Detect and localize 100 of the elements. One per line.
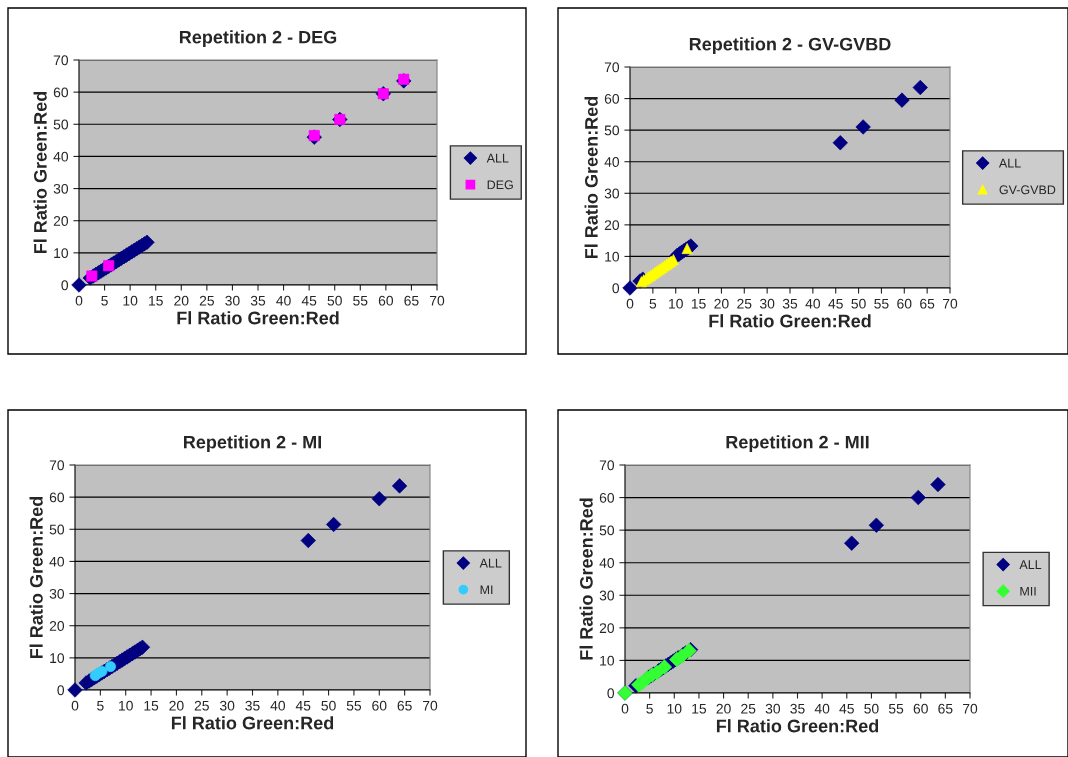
x-tick-label: 65 — [920, 298, 935, 309]
y-tick-label: 20 — [599, 623, 615, 634]
y-tick-label: 40 — [53, 151, 69, 162]
y-tick-label: 60 — [49, 492, 65, 503]
y-tick-label: 60 — [53, 87, 69, 98]
x-axis-title: Fl Ratio Green:Red — [716, 719, 879, 733]
x-tick-label: 45 — [301, 295, 317, 306]
y-tick-label: 10 — [54, 248, 69, 259]
y-axis-title: Fl Ratio Green:Red — [29, 496, 43, 659]
x-tick-label: 30 — [219, 700, 235, 711]
x-tick-label: 45 — [295, 700, 311, 711]
x-tick-label: 5 — [101, 295, 108, 306]
y-tick-label: 50 — [604, 125, 620, 136]
x-tick-label: 0 — [75, 295, 83, 306]
x-tick-label: 25 — [737, 298, 752, 309]
y-tick-label: 10 — [600, 655, 615, 666]
y-tick-label: 40 — [604, 157, 620, 167]
chart-title: Repetition 2 - DEG — [179, 30, 337, 48]
x-tick-label: 10 — [669, 298, 683, 309]
x-tick-label: 0 — [71, 700, 79, 711]
y-tick-label: 0 — [61, 280, 69, 291]
x-tick-label: 45 — [828, 298, 843, 309]
chart-title: Repetition 2 - GV-GVBD — [689, 37, 891, 55]
y-tick-label: 40 — [599, 558, 615, 568]
x-tick-label: 70 — [962, 703, 978, 714]
x-tick-label: 35 — [782, 298, 798, 309]
y-tick-label: 30 — [599, 590, 615, 601]
chart-title: Repetition 2 - MI — [184, 435, 322, 453]
y-tick-label: 50 — [599, 525, 615, 536]
legend-label: ALL — [998, 158, 1021, 168]
x-tick-label: 40 — [276, 295, 291, 306]
x-tick-label: 40 — [805, 298, 821, 309]
x-tick-label: 55 — [353, 295, 368, 306]
y-axis-title: Fl Ratio Green:Red — [579, 498, 593, 660]
x-tick-label: 30 — [765, 703, 781, 714]
x-tick-label: 50 — [321, 700, 336, 711]
y-tick-label: 50 — [53, 119, 69, 130]
x-tick-label: 35 — [790, 703, 805, 714]
x-tick-label: 25 — [194, 700, 209, 711]
x-tick-label: 30 — [225, 295, 240, 306]
x-tick-label: 35 — [245, 700, 260, 711]
legend-label: DEG — [487, 180, 513, 190]
y-tick-label: 10 — [605, 251, 620, 262]
x-tick-label: 20 — [714, 298, 729, 309]
y-axis-title: Fl Ratio Green:Red — [584, 96, 598, 259]
x-tick-label: 65 — [404, 295, 419, 306]
x-tick-label: 10 — [123, 295, 138, 306]
y-tick-label: 70 — [53, 55, 69, 66]
x-tick-label: 60 — [897, 298, 912, 309]
y-tick-label: 30 — [604, 188, 620, 199]
x-tick-label: 15 — [692, 703, 707, 714]
y-tick-label: 0 — [57, 685, 65, 696]
legend-label: ALL — [486, 153, 509, 163]
x-tick-label: 70 — [422, 700, 438, 711]
x-tick-label: 45 — [839, 703, 854, 714]
x-tick-label: 20 — [174, 295, 189, 306]
legend-label: MII — [1020, 586, 1036, 596]
x-tick-label: 40 — [814, 703, 830, 714]
y-tick-label: 70 — [49, 460, 65, 471]
x-tick-label: 70 — [942, 298, 958, 309]
x-tick-label: 50 — [864, 703, 879, 714]
x-tick-label: 55 — [346, 700, 362, 711]
x-axis-title: Fl Ratio Green:Red — [171, 716, 334, 730]
y-tick-label: 30 — [53, 183, 69, 194]
x-tick-label: 5 — [646, 703, 653, 714]
y-tick-label: 30 — [49, 588, 65, 599]
x-tick-label: 65 — [397, 700, 412, 711]
y-tick-label: 60 — [599, 492, 615, 503]
y-tick-label: 20 — [604, 220, 620, 231]
x-tick-label: 0 — [621, 703, 629, 714]
legend-label: ALL — [1019, 560, 1042, 569]
x-axis-title: Fl Ratio Green:Red — [709, 314, 871, 328]
y-tick-label: 70 — [604, 62, 620, 73]
x-axis-title: Fl Ratio Green:Red — [177, 311, 339, 325]
x-tick-label: 70 — [429, 295, 445, 306]
x-tick-label: 20 — [169, 700, 184, 711]
chart-title: Repetition 2 - MII — [726, 435, 869, 453]
legend-label: GV-GVBD — [999, 185, 1056, 195]
x-tick-label: 25 — [741, 703, 756, 714]
y-tick-label: 60 — [604, 93, 620, 104]
y-tick-label: 0 — [612, 283, 620, 294]
x-tick-label: 0 — [626, 298, 634, 309]
x-tick-label: 60 — [378, 295, 394, 306]
x-tick-label: 65 — [938, 703, 953, 714]
y-tick-label: 50 — [49, 524, 65, 535]
x-tick-label: 20 — [716, 703, 731, 714]
x-tick-label: 5 — [97, 700, 104, 711]
x-tick-label: 50 — [851, 298, 866, 309]
x-tick-label: 25 — [199, 295, 214, 306]
x-tick-label: 60 — [372, 700, 387, 711]
x-tick-label: 55 — [888, 703, 904, 714]
y-tick-label: 20 — [53, 216, 69, 226]
x-tick-label: 10 — [119, 700, 133, 711]
y-tick-label: 10 — [50, 653, 65, 664]
x-tick-label: 5 — [649, 298, 657, 309]
x-tick-label: 15 — [144, 700, 159, 711]
x-tick-label: 15 — [149, 295, 163, 306]
y-tick-label: 40 — [49, 556, 65, 567]
x-tick-label: 40 — [270, 700, 286, 711]
x-tick-label: 60 — [913, 703, 928, 714]
